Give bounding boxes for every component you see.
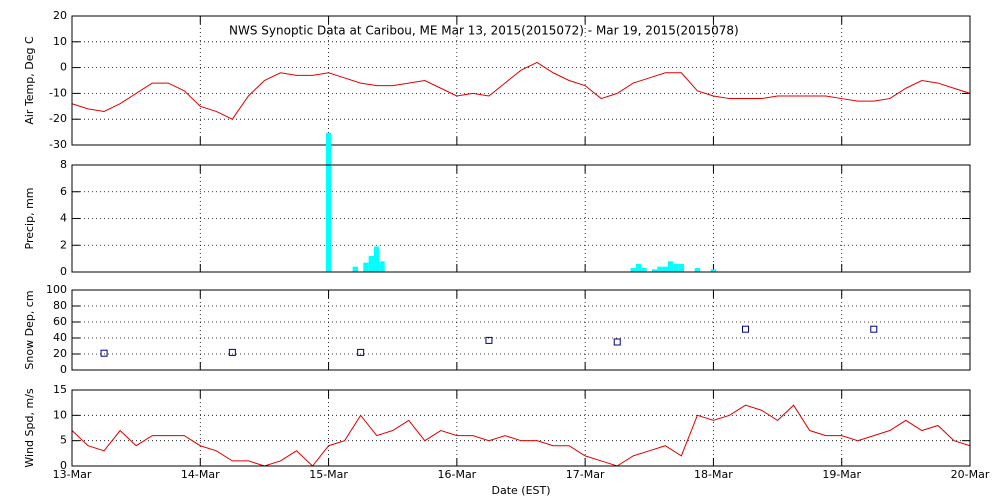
bar — [379, 261, 385, 272]
panel-frame — [71, 289, 971, 371]
bar — [678, 263, 685, 272]
x-tick-label: 17-Mar — [566, 468, 605, 481]
y-tick-label: 100 — [46, 283, 67, 296]
bar — [635, 263, 642, 272]
y-tick-label: 20 — [53, 347, 67, 360]
y-tick-label: 0 — [60, 459, 67, 472]
panel-frame — [71, 15, 971, 146]
x-tick-label: 20-Mar — [951, 468, 990, 481]
y-tick-label: -10 — [49, 86, 67, 99]
y-axis-label: Wind Spd, m/s — [23, 388, 36, 468]
y-tick-label: -30 — [49, 138, 67, 151]
x-axis-label: Date (EST) — [491, 484, 550, 497]
panel-frame — [71, 164, 971, 273]
y-tick-label: 6 — [60, 185, 67, 198]
y-axis-label: Air Temp, Deg C — [23, 36, 36, 125]
bar — [641, 267, 647, 272]
y-tick-label: 40 — [53, 331, 67, 344]
y-tick-label: 60 — [53, 315, 67, 328]
panel-frame — [71, 389, 971, 467]
bar — [374, 246, 380, 272]
x-tick-label: 14-Mar — [181, 468, 220, 481]
bar — [325, 132, 332, 272]
bar — [368, 255, 375, 272]
bar — [662, 266, 668, 272]
y-tick-label: 80 — [53, 299, 67, 312]
bar — [710, 269, 717, 272]
y-tick-label: 4 — [60, 212, 67, 225]
point — [485, 336, 493, 344]
point — [228, 348, 236, 356]
bar — [657, 266, 663, 272]
point — [870, 325, 878, 333]
line — [71, 61, 971, 120]
bar — [673, 263, 679, 272]
x-tick-label: 13-Mar — [53, 468, 92, 481]
y-tick-label: 5 — [60, 434, 67, 447]
y-tick-label: 0 — [60, 363, 67, 376]
y-tick-label: 8 — [60, 158, 67, 171]
line — [71, 404, 971, 467]
point — [613, 338, 621, 346]
bar — [651, 269, 658, 272]
y-axis-label: Snow Dep, cm — [23, 290, 36, 369]
y-tick-label: 10 — [53, 408, 67, 421]
point — [742, 325, 749, 333]
bar — [352, 266, 358, 272]
x-tick-label: 16-Mar — [437, 468, 476, 481]
point — [357, 348, 365, 356]
y-tick-label: 10 — [53, 35, 67, 48]
x-tick-label: 15-Mar — [309, 468, 348, 481]
y-tick-label: 15 — [53, 383, 67, 396]
point — [100, 349, 108, 357]
y-tick-label: 20 — [53, 9, 67, 22]
bar — [694, 267, 701, 272]
y-tick-label: 0 — [60, 61, 67, 74]
x-tick-label: 19-Mar — [822, 468, 861, 481]
y-axis-label: Precip, mm — [23, 188, 36, 250]
bar — [363, 262, 369, 272]
chart-title: NWS Synoptic Data at Caribou, ME Mar 13,… — [229, 24, 739, 38]
bar — [667, 261, 674, 272]
y-tick-label: 2 — [60, 238, 67, 251]
x-tick-label: 18-Mar — [694, 468, 733, 481]
bar — [630, 267, 636, 272]
y-tick-label: -20 — [49, 112, 67, 125]
y-tick-label: 0 — [60, 265, 67, 278]
